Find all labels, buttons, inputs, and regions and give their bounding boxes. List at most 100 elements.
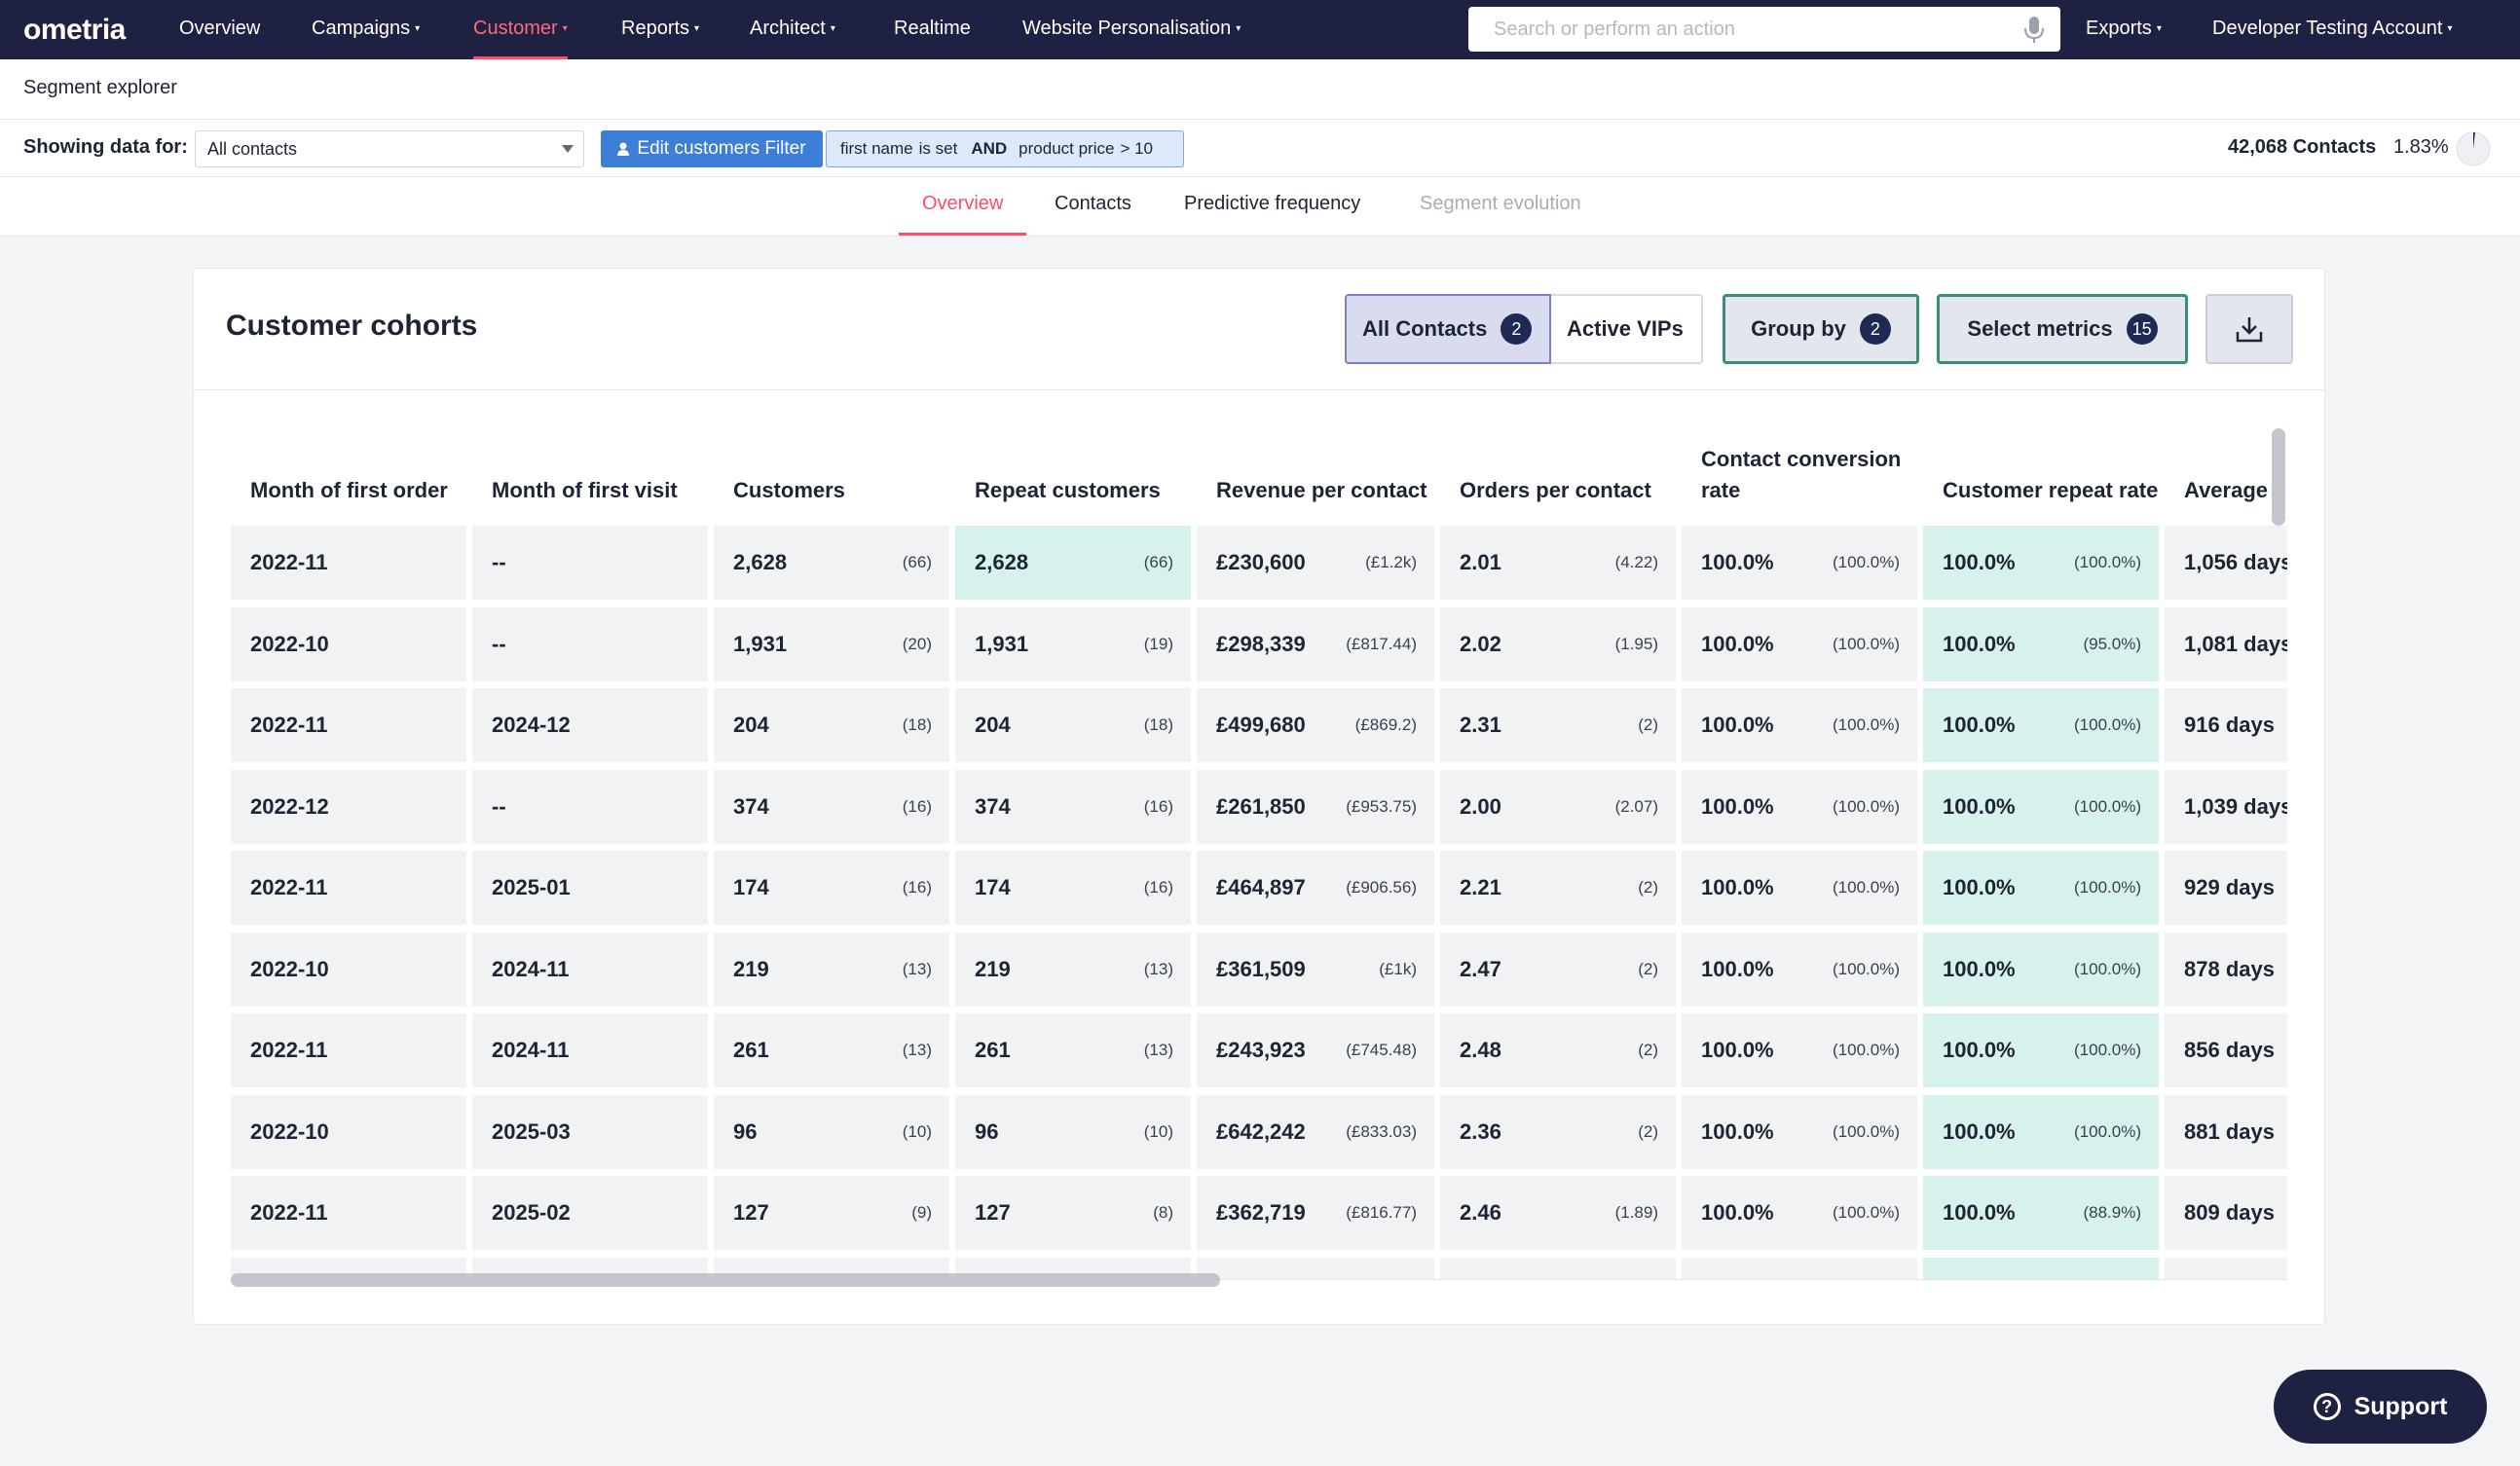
column-header[interactable]: Orders per contact <box>1460 478 1651 502</box>
filter-field: first name <box>840 139 913 158</box>
table-cell: 100.0% (100.0%) <box>1682 1176 1917 1250</box>
cell-value: 916 days <box>2184 713 2275 737</box>
cell-value: 2.47 <box>1460 956 1501 981</box>
table-row[interactable]: 2022-11 2025-01 174 (16) 174 (16) £464,897 (£90… <box>231 851 2287 931</box>
table-cell <box>1440 1257 1676 1279</box>
nav-architect[interactable]: Architect ▾ <box>750 18 835 39</box>
cell-secondary-value: (13) <box>902 1041 932 1059</box>
cell-value: 2022-11 <box>250 1038 328 1062</box>
cell-value: £464,897 <box>1216 875 1306 899</box>
cell-secondary-value: (1.89) <box>1614 1203 1658 1222</box>
group-by-button[interactable]: Group by 2 <box>1723 294 1919 364</box>
contacts-select[interactable]: All contacts <box>195 130 584 167</box>
table-row[interactable]: 2022-11 2025-02 127 (9) 127 (8) £362,719 (£816.… <box>231 1176 2287 1256</box>
table-cell: 204 (18) <box>955 688 1191 762</box>
edit-customers-filter-button[interactable]: Edit customers Filter <box>601 130 823 167</box>
cell-secondary-value: (16) <box>1143 796 1173 816</box>
vertical-scrollbar[interactable] <box>2272 428 2285 526</box>
cell-value: 96 <box>733 1118 758 1144</box>
exports-menu[interactable]: Exports ▾ <box>2086 18 2162 39</box>
tab-overview[interactable]: Overview <box>899 193 1027 236</box>
table-cell: 2025-03 <box>472 1094 708 1169</box>
horizontal-scrollbar-thumb[interactable] <box>231 1273 1220 1287</box>
column-header[interactable]: Repeat customers <box>975 478 1161 502</box>
cell-secondary-value: (16) <box>902 878 932 897</box>
table-row[interactable]: 2022-10 2025-03 96 (10) 96 (10) £642,242 (£833.… <box>231 1094 2287 1175</box>
cell-value: 2022-10 <box>250 631 329 656</box>
table-cell: 2022-10 <box>231 1094 466 1169</box>
table-cell: 374 (16) <box>955 769 1191 844</box>
table-row[interactable]: 2022-11 2024-11 261 (13) 261 (13) £243,923 (£74… <box>231 1013 2287 1093</box>
ometria-logo[interactable]: ometria <box>23 14 126 46</box>
column-header[interactable]: Customer repeat rate <box>1943 478 2159 502</box>
count-badge: 2 <box>1859 313 1891 345</box>
column-header[interactable]: Revenue per contact <box>1216 478 1427 502</box>
cell-value: 1,081 days <box>2184 631 2287 656</box>
cell-value: 881 days <box>2184 1118 2275 1144</box>
cell-value: 878 days <box>2184 956 2275 981</box>
table-cell: 100.0% (100.0%) <box>1923 932 2159 1007</box>
download-button[interactable] <box>2205 294 2293 364</box>
cell-value: 261 <box>733 1038 769 1062</box>
card-header: Customer cohorts All Contacts 2 Active V… <box>194 269 2324 390</box>
table-row[interactable]: 2022-12 -- 374 (16) 374 (16) £261,850 (£953.75)… <box>231 769 2287 850</box>
column-header[interactable]: Month of first visit <box>492 478 678 502</box>
table-row[interactable]: 2022-10 -- 1,931 (20) 1,931 (19) £298,339 (£817… <box>231 606 2287 687</box>
table-cell: £642,242 (£833.03) <box>1197 1094 1434 1169</box>
table-row[interactable]: 2022-10 2024-11 219 (13) 219 (13) £361,509 (£1k… <box>231 932 2287 1012</box>
support-button[interactable]: ? Support <box>2274 1370 2487 1444</box>
table-row[interactable]: 2022-11 2024-12 204 (18) 204 (18) £499,680 (£86… <box>231 688 2287 768</box>
table-cell: 374 (16) <box>714 769 949 844</box>
column-header[interactable]: Average <box>2184 478 2269 502</box>
cohorts-table[interactable]: Month of first order Month of first visit… <box>231 422 2287 1280</box>
search-input[interactable] <box>1492 17 2002 42</box>
microphone-icon[interactable] <box>2021 16 2047 45</box>
column-header[interactable]: Customers <box>733 478 845 502</box>
table-cell: 127 (9) <box>714 1176 949 1250</box>
showing-data-label: Showing data for: <box>23 136 188 158</box>
horizontal-scrollbar-track[interactable] <box>231 1269 2287 1289</box>
account-menu[interactable]: Developer Testing Account ▾ <box>2212 18 2453 39</box>
nav-customer[interactable]: Customer ▾ <box>473 0 568 59</box>
cell-value: 2025-02 <box>492 1200 571 1225</box>
table-cell <box>1682 1257 1917 1279</box>
cell-value: 856 days <box>2184 1038 2275 1062</box>
table-cell: 219 (13) <box>714 932 949 1007</box>
cell-secondary-value: (£906.56) <box>1346 878 1417 897</box>
nav-campaigns[interactable]: Campaigns ▾ <box>312 18 421 39</box>
nav-realtime[interactable]: Realtime <box>894 18 971 39</box>
cell-value: 2022-11 <box>250 875 328 899</box>
cell-value: 2.48 <box>1460 1038 1501 1062</box>
cell-value: 1,931 <box>975 631 1029 656</box>
cell-secondary-value: (18) <box>1143 715 1173 734</box>
cell-value: 100.0% <box>1701 875 1774 899</box>
cell-secondary-value: (2.07) <box>1614 796 1658 816</box>
segment-all-contacts-button[interactable]: All Contacts 2 <box>1345 294 1551 364</box>
table-cell: £464,897 (£906.56) <box>1197 851 1434 925</box>
top-nav: ometria Overview Campaigns ▾ Customer ▾ Repor… <box>0 0 2520 59</box>
tab-segment-evolution[interactable]: Segment evolution <box>1420 193 1581 214</box>
table-row[interactable]: 2022-11 -- 2,628 (66) 2,628 (66) £230,600 (£1.2… <box>231 526 2287 605</box>
filter-summary-chip[interactable]: first name is set AND product price > 10 <box>826 130 1184 167</box>
table-cell: 1,056 days <box>2165 526 2287 600</box>
contacts-count: 42,068 Contacts <box>2228 136 2377 158</box>
cell-secondary-value: (100.0%) <box>1833 878 1900 897</box>
nav-reports[interactable]: Reports ▾ <box>621 18 700 39</box>
segment-active-vips-button[interactable]: Active VIPs <box>1551 294 1703 364</box>
cell-value: 2022-11 <box>250 1200 328 1225</box>
cell-secondary-value: (18) <box>902 715 932 734</box>
table-cell: 100.0% (100.0%) <box>1682 526 1917 600</box>
tab-contacts[interactable]: Contacts <box>1055 193 1131 214</box>
filter-field: product price <box>1019 139 1115 158</box>
tab-predictive-frequency[interactable]: Predictive frequency <box>1184 193 1361 214</box>
column-header[interactable]: Month of first order <box>250 478 448 502</box>
select-metrics-button[interactable]: Select metrics 15 <box>1937 294 2188 364</box>
nav-overview[interactable]: Overview <box>179 18 261 39</box>
table-cell: 100.0% (100.0%) <box>1682 851 1917 925</box>
search-box[interactable] <box>1468 7 2060 52</box>
cell-value: 100.0% <box>1943 1038 2016 1062</box>
column-header[interactable]: Contact conversion rate <box>1701 447 1902 502</box>
table-cell: 204 (18) <box>714 688 949 762</box>
cell-value: 100.0% <box>1943 956 2016 981</box>
nav-website-personalisation[interactable]: Website Personalisation ▾ <box>1022 18 1241 39</box>
